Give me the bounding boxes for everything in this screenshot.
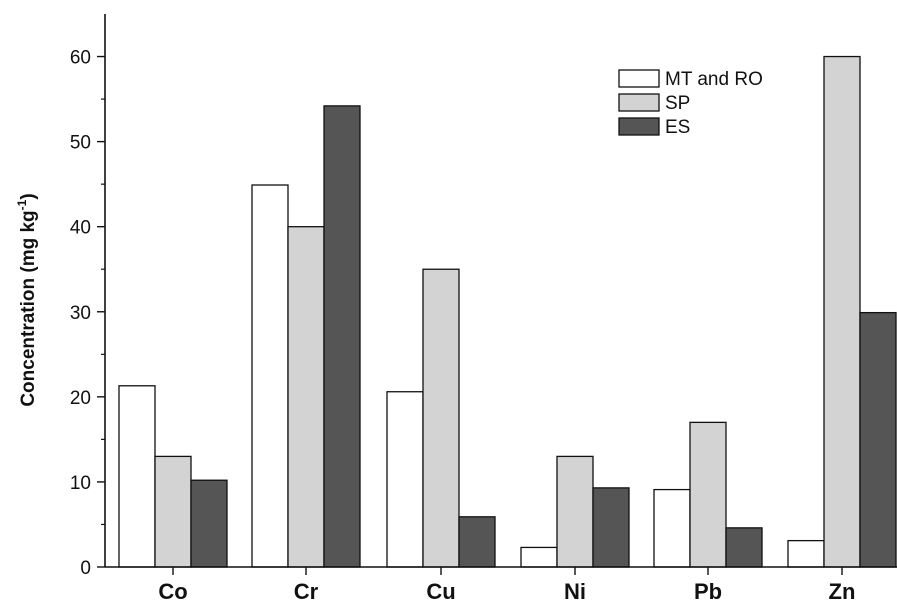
- x-tick-label-zn: Zn: [829, 579, 856, 604]
- bar-pb-series-1: [653, 488, 691, 568]
- y-tick-label: 50: [70, 133, 91, 154]
- bar-co-series-3: [190, 479, 228, 568]
- y-axis-title-main: Concentration (mg kg: [18, 210, 39, 406]
- bar-zn-series-3: [859, 311, 897, 568]
- legend-label-2: SP: [665, 93, 690, 114]
- bar-cu-series-3: [458, 516, 496, 568]
- bar-zn-series-1: [787, 539, 825, 568]
- bar-cr-series-2: [287, 226, 325, 568]
- y-tick-label: 30: [70, 303, 91, 324]
- bar-cu-series-2: [422, 268, 460, 568]
- bar-ni-series-3: [592, 487, 630, 568]
- y-axis-title-close: ): [18, 193, 39, 199]
- bar-cr-series-1: [251, 184, 289, 568]
- x-tick-label-pb: Pb: [694, 579, 722, 604]
- axes-layer: [104, 14, 897, 568]
- legend-swatch-1: [618, 69, 660, 88]
- y-axis-title-superscript: -1: [15, 199, 29, 210]
- x-tick-label-ni: Ni: [564, 579, 586, 604]
- legend-swatch-2: [618, 93, 660, 112]
- bar-pb-series-2: [689, 421, 727, 568]
- legend-label-1: MT and RO: [665, 69, 763, 90]
- bar-ni-series-2: [556, 455, 594, 568]
- bar-pb-series-3: [725, 527, 763, 568]
- y-axis-title: Concentration (mg kg-1): [15, 193, 39, 406]
- x-ticks: Co Cr Cu Ni Pb Zn: [158, 567, 855, 604]
- y-tick-label: 10: [70, 473, 91, 494]
- bar-co-series-2: [154, 455, 192, 568]
- x-tick-label-co: Co: [158, 579, 187, 604]
- legend-swatch-3: [618, 117, 660, 136]
- y-tick-label: 40: [70, 218, 91, 239]
- x-tick-label-cr: Cr: [294, 579, 319, 604]
- bar-ni-series-1: [520, 546, 558, 568]
- bar-cu-series-1: [386, 391, 424, 568]
- legend-label-3: ES: [665, 117, 690, 138]
- bar-zn-series-2: [823, 55, 861, 568]
- y-tick-label: 0: [80, 558, 91, 579]
- bars-layer: [118, 55, 897, 568]
- y-tick-label: 20: [70, 388, 91, 409]
- x-tick-label-cu: Cu: [426, 579, 455, 604]
- bar-co-series-1: [118, 385, 156, 568]
- bar-cr-series-3: [323, 105, 361, 568]
- y-tick-label: 60: [70, 48, 91, 69]
- y-ticks: 0 10 20 30 40 50 60: [70, 48, 105, 579]
- legend: MT and RO SP ES: [618, 69, 763, 138]
